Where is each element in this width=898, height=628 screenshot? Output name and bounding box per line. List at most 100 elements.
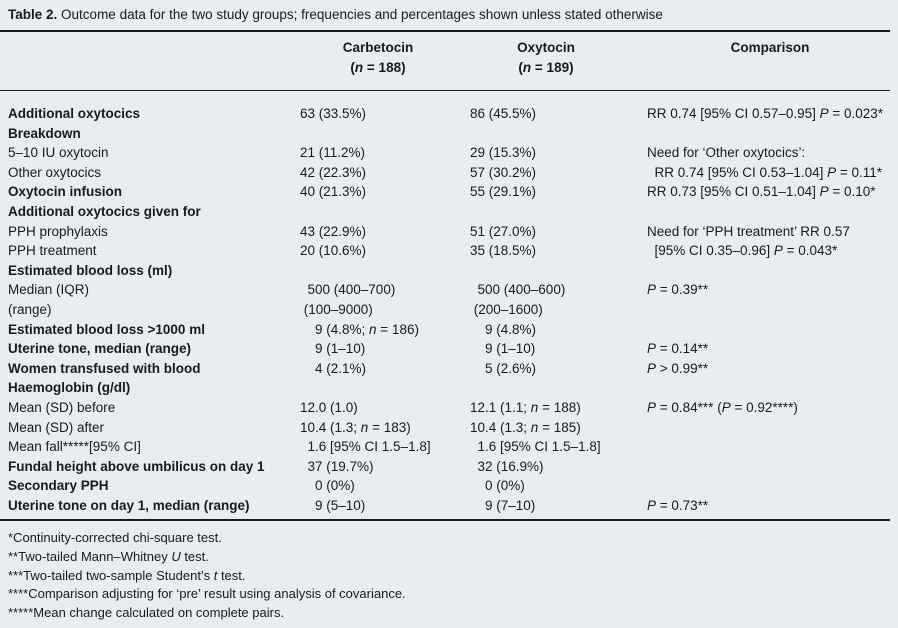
cell-comparison: RR 0.74 [95% CI 0.53–1.04] P = 0.11* — [647, 164, 883, 180]
cell-oxytocin: 29 (15.3%) — [470, 145, 537, 161]
table-row: Breakdown — [0, 124, 898, 144]
table-row: Mean fall*****[95% CI] 1.6 [95% CI 1.5–1… — [0, 437, 898, 457]
cell-comparison: P = 0.39** — [647, 282, 709, 298]
row-label: Other oxytocics — [8, 164, 102, 180]
caption-text: Outcome data for the two study groups; f… — [61, 7, 663, 22]
top-rule — [0, 30, 890, 32]
table-row: PPH prophylaxis 43 (22.9%) 51 (27.0%) Need … — [0, 222, 898, 242]
table-row: Mean (SD) before 12.0 (1.0) 12.1 (1.1; n =… — [0, 398, 898, 418]
cell-oxytocin: 51 (27.0%) — [470, 223, 537, 239]
row-label: Uterine tone, median (range) — [8, 341, 192, 357]
header-carbetocin-n: (n = 188) — [350, 60, 406, 75]
cell-comparison: P = 0.73** — [647, 498, 709, 513]
table-row: Women transfused with blood 4 (2.1%) 5 (… — [0, 359, 898, 379]
row-label: PPH prophylaxis — [8, 223, 108, 239]
row-label: Haemoglobin (g/dl) — [8, 380, 131, 396]
cell-oxytocin: (200–1600) — [470, 302, 543, 317]
table-row: Uterine tone, median (range) 9 (1–10) 9 … — [0, 339, 898, 359]
header-rule — [0, 90, 890, 91]
row-label: Mean fall*****[95% CI] — [8, 439, 141, 455]
cell-carbetocin: 37 (19.7%) — [300, 458, 374, 474]
cell-carbetocin: 63 (33.5%) — [300, 106, 367, 121]
table-row: Additional oxytocics given for — [0, 202, 898, 222]
table-row: 5–10 IU oxytocin 21 (11.2%) 29 (15.3%) Need… — [0, 143, 898, 163]
cell-carbetocin: 500 (400–700) — [300, 282, 396, 298]
table-row: Additional oxytocics 63 (33.5%) 86 (45.5%)… — [0, 104, 898, 124]
table-row: (range) (100–9000) (200–1600) — [0, 300, 898, 320]
row-label: Secondary PPH — [8, 478, 109, 494]
row-label: 5–10 IU oxytocin — [8, 145, 109, 161]
table-row: Uterine tone on day 1, median (range) 9 … — [0, 496, 898, 516]
row-label: Additional oxytocics given for — [8, 204, 201, 219]
cell-oxytocin: 57 (30.2%) — [470, 164, 537, 180]
cell-carbetocin: 42 (22.3%) — [300, 164, 367, 180]
table-row: Other oxytocics 42 (22.3%) 57 (30.2%) RR 0… — [0, 163, 898, 183]
cell-oxytocin: 12.1 (1.1; n = 188) — [470, 400, 581, 415]
table-row: Estimated blood loss (ml) — [0, 261, 898, 281]
header-carbetocin-label: Carbetocin — [342, 40, 414, 55]
header-comparison: Comparison — [700, 38, 840, 58]
row-label: PPH treatment — [8, 243, 97, 259]
header-comparison-label: Comparison — [730, 40, 810, 55]
cell-oxytocin: 5 (2.6%) — [470, 360, 537, 376]
table-row: Estimated blood loss >1000 ml 9 (4.8%; n… — [0, 320, 898, 340]
cell-carbetocin: 10.4 (1.3; n = 183) — [300, 419, 411, 435]
row-label: Fundal height above umbilicus on day 1 — [8, 458, 265, 474]
header-oxytocin-label: Oxytocin — [517, 40, 575, 55]
cell-oxytocin: 55 (29.1%) — [470, 184, 537, 200]
cell-comparison: Need for ‘PPH treatment’ RR 0.57 — [647, 223, 850, 239]
cell-oxytocin: 86 (45.5%) — [470, 106, 537, 121]
cell-oxytocin: 9 (7–10) — [470, 498, 536, 513]
cell-carbetocin: (100–9000) — [300, 302, 373, 317]
cell-oxytocin: 32 (16.9%) — [470, 458, 544, 474]
cell-carbetocin: 9 (4.8%; n = 186) — [300, 321, 419, 337]
cell-carbetocin: 9 (1–10) — [300, 341, 366, 357]
cell-oxytocin: 500 (400–600) — [470, 282, 566, 298]
cell-comparison: P = 0.84*** (P = 0.92****) — [647, 400, 798, 415]
row-label: Additional oxytocics — [8, 106, 141, 121]
header-oxytocin-n: (n = 189) — [518, 60, 574, 75]
caption-label: Table 2. — [8, 7, 58, 22]
cell-oxytocin: 10.4 (1.3; n = 185) — [470, 419, 581, 435]
cell-oxytocin: 9 (1–10) — [470, 341, 536, 357]
cell-oxytocin: 1.6 [95% CI 1.5–1.8] — [470, 439, 601, 455]
table-row: Median (IQR) 500 (400–700) 500 (400–600)… — [0, 280, 898, 300]
row-label: Oxytocin infusion — [8, 184, 123, 200]
row-label: (range) — [8, 302, 52, 317]
table-row: Haemoglobin (g/dl) — [0, 378, 898, 398]
cell-carbetocin: 20 (10.6%) — [300, 243, 367, 259]
row-label: Breakdown — [8, 125, 81, 141]
footnote: ****Comparison adjusting for ‘pre’ resul… — [8, 586, 406, 602]
row-label: Estimated blood loss >1000 ml — [8, 321, 205, 337]
cell-comparison: RR 0.73 [95% CI 0.51–1.04] P = 0.10* — [647, 184, 876, 200]
row-label: Median (IQR) — [8, 282, 90, 298]
row-label: Women transfused with blood — [8, 360, 201, 376]
table-row: Oxytocin infusion 40 (21.3%) 55 (29.1%) RR … — [0, 182, 898, 202]
cell-comparison: [95% CI 0.35–0.96] P = 0.043* — [647, 243, 838, 259]
footnote: *****Mean change calculated on complete … — [8, 605, 285, 621]
row-label: Mean (SD) after — [8, 419, 105, 435]
table-row: Mean (SD) after 10.4 (1.3; n = 183) 10.4 (… — [0, 418, 898, 438]
row-label: Estimated blood loss (ml) — [8, 262, 173, 278]
table-row: Secondary PPH 0 (0%) 0 (0%) — [0, 476, 898, 496]
cell-carbetocin: 0 (0%) — [300, 478, 355, 494]
cell-oxytocin: 9 (4.8%) — [470, 321, 537, 337]
cell-oxytocin: 0 (0%) — [470, 478, 525, 494]
cell-carbetocin: 40 (21.3%) — [300, 184, 367, 200]
cell-comparison: RR 0.74 [95% CI 0.57–0.95] P = 0.023* — [647, 106, 884, 121]
cell-carbetocin: 21 (11.2%) — [300, 145, 366, 161]
bottom-rule — [0, 519, 890, 521]
cell-carbetocin: 1.6 [95% CI 1.5–1.8] — [300, 439, 431, 455]
table-row: Fundal height above umbilicus on day 1 3… — [0, 457, 898, 477]
table-row: PPH treatment 20 (10.6%) 35 (18.5%) [95% C… — [0, 241, 898, 261]
row-label: Uterine tone on day 1, median (range) — [8, 498, 250, 513]
footnote: **Two-tailed Mann–Whitney U test. — [8, 548, 209, 564]
header-oxytocin: Oxytocin (n = 189) — [486, 38, 606, 78]
cell-oxytocin: 35 (18.5%) — [470, 243, 537, 259]
cell-comparison: P > 0.99** — [647, 360, 709, 376]
cell-comparison: P = 0.14** — [647, 341, 709, 357]
cell-carbetocin: 12.0 (1.0) — [300, 400, 358, 415]
cell-comparison: Need for ‘Other oxytocics’: — [647, 145, 806, 161]
table-caption: Table 2. Outcome data for the two study … — [8, 6, 663, 24]
